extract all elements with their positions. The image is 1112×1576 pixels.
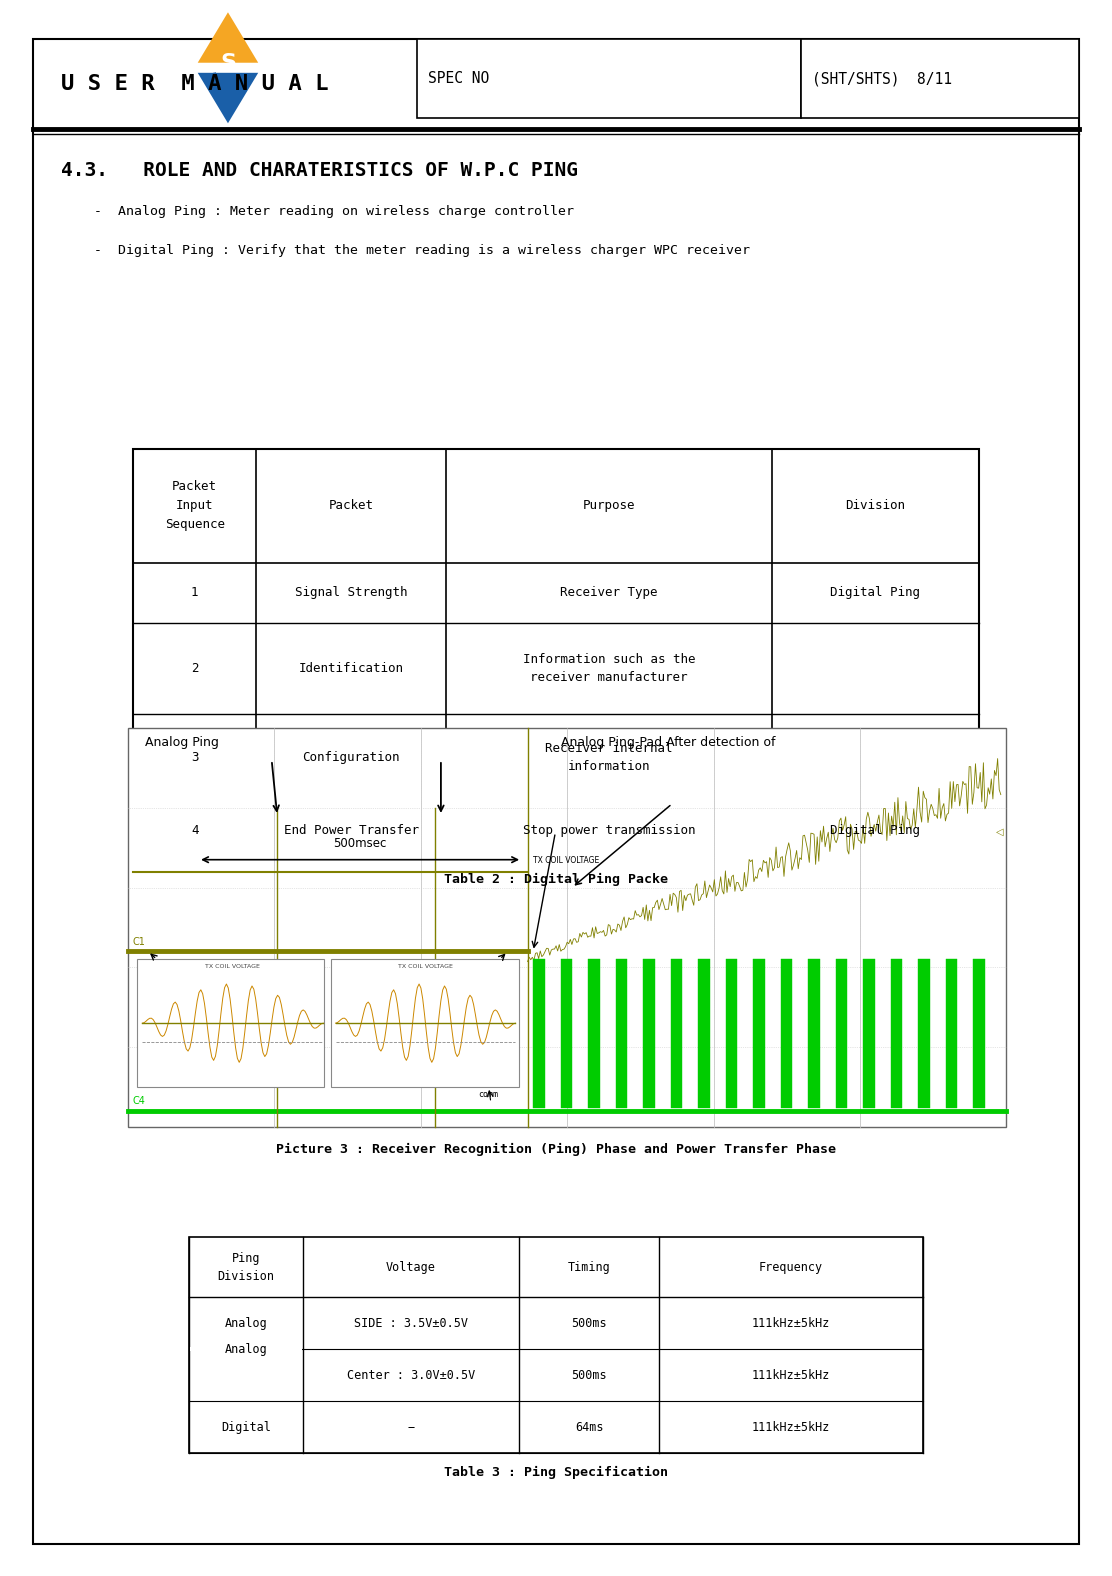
Bar: [801, 39, 1079, 118]
Text: 3: 3: [191, 750, 198, 764]
Text: Ping
Division: Ping Division: [218, 1251, 275, 1283]
Bar: [189, 1237, 923, 1453]
Text: U S E R  M A N U A L: U S E R M A N U A L: [61, 74, 329, 93]
Bar: [891, 960, 903, 1108]
Text: -  Digital Ping : Verify that the meter reading is a wireless charger WPC receiv: - Digital Ping : Verify that the meter r…: [78, 244, 749, 257]
Text: Configuration: Configuration: [302, 750, 400, 764]
Text: TX COIL VOLTAGE: TX COIL VOLTAGE: [398, 965, 453, 969]
Text: 2: 2: [191, 662, 198, 675]
Bar: [533, 960, 545, 1108]
Text: TX COIL VOLTAGE: TX COIL VOLTAGE: [533, 856, 599, 865]
Bar: [671, 960, 683, 1108]
Bar: [331, 960, 518, 1087]
Text: Digital Ping: Digital Ping: [830, 586, 920, 599]
Text: Table 3 : Ping Specification: Table 3 : Ping Specification: [444, 1466, 668, 1478]
Bar: [588, 960, 599, 1108]
Bar: [836, 960, 847, 1108]
Text: Table 2 : Digital Ping Packe: Table 2 : Digital Ping Packe: [444, 873, 668, 886]
Text: SIDE : 3.5V±0.5V: SIDE : 3.5V±0.5V: [354, 1316, 468, 1330]
Text: Packet
Input
Sequence: Packet Input Sequence: [165, 481, 225, 531]
Text: −: −: [407, 1420, 415, 1434]
Text: 4.3.   ROLE AND CHARATERISTICS OF W.P.C PING: 4.3. ROLE AND CHARATERISTICS OF W.P.C PI…: [61, 161, 578, 180]
Bar: [753, 960, 765, 1108]
Bar: [726, 960, 737, 1108]
Text: Packet: Packet: [328, 500, 374, 512]
Text: Receiver internal
information: Receiver internal information: [545, 742, 673, 772]
Text: ..: ..: [212, 68, 217, 74]
Text: Signal Strength: Signal Strength: [295, 586, 407, 599]
Text: S: S: [220, 54, 236, 72]
Bar: [919, 960, 930, 1108]
Text: Purpose: Purpose: [583, 500, 635, 512]
Bar: [128, 728, 1006, 1127]
Text: Stop power transmission: Stop power transmission: [523, 824, 695, 837]
Bar: [190, 1347, 301, 1351]
Text: End Power Transfer: End Power Transfer: [284, 824, 418, 837]
Text: 500ms: 500ms: [572, 1368, 607, 1382]
Text: -  Analog Ping : Meter reading on wireless charge controller: - Analog Ping : Meter reading on wireles…: [78, 205, 574, 217]
Text: Voltage: Voltage: [386, 1261, 436, 1273]
Bar: [863, 960, 875, 1108]
Bar: [781, 960, 793, 1108]
Text: C1: C1: [132, 936, 146, 947]
Text: 500msec: 500msec: [334, 837, 387, 849]
Text: SPEC NO: SPEC NO: [428, 71, 489, 87]
Bar: [616, 960, 627, 1108]
Bar: [133, 449, 979, 860]
Text: 111kHz±5kHz: 111kHz±5kHz: [752, 1368, 830, 1382]
Polygon shape: [198, 13, 258, 63]
Bar: [946, 960, 957, 1108]
Bar: [973, 960, 985, 1108]
Text: Analog: Analog: [225, 1316, 267, 1330]
Text: Frequency: Frequency: [758, 1261, 823, 1273]
Text: Identification: Identification: [298, 662, 404, 675]
Text: Digital: Digital: [221, 1420, 271, 1434]
Bar: [643, 960, 655, 1108]
Bar: [808, 960, 820, 1108]
Text: C4: C4: [132, 1097, 146, 1106]
Text: Information such as the
receiver manufacturer: Information such as the receiver manufac…: [523, 652, 695, 684]
Text: TX COIL VOLTAGE: TX COIL VOLTAGE: [206, 965, 260, 969]
Text: 111kHz±5kHz: 111kHz±5kHz: [752, 1420, 830, 1434]
Text: Picture 3 : Receiver Recognition (Ping) Phase and Power Transfer Phase: Picture 3 : Receiver Recognition (Ping) …: [276, 1143, 836, 1155]
Text: Timing: Timing: [567, 1261, 610, 1273]
Text: 1: 1: [191, 586, 198, 599]
Polygon shape: [198, 72, 258, 123]
Text: Center : 3.0V±0.5V: Center : 3.0V±0.5V: [347, 1368, 475, 1382]
Bar: [137, 960, 325, 1087]
Text: Analog: Analog: [225, 1343, 267, 1355]
Text: 64ms: 64ms: [575, 1420, 604, 1434]
Bar: [698, 960, 709, 1108]
Text: 111kHz±5kHz: 111kHz±5kHz: [752, 1316, 830, 1330]
Text: Analog Ping-Pad After detection of: Analog Ping-Pad After detection of: [560, 736, 775, 749]
Text: Receiver Type: Receiver Type: [560, 586, 657, 599]
Text: ◁: ◁: [995, 827, 1003, 837]
Text: Analog Ping: Analog Ping: [145, 736, 218, 749]
Text: 500ms: 500ms: [572, 1316, 607, 1330]
Text: comm: comm: [478, 1091, 498, 1098]
Bar: [417, 39, 801, 118]
Text: (SHT/SHTS)  8/11: (SHT/SHTS) 8/11: [812, 71, 952, 87]
Text: 4: 4: [191, 824, 198, 837]
Text: Digital Ping: Digital Ping: [830, 824, 920, 837]
Text: Division: Division: [845, 500, 905, 512]
Bar: [560, 960, 573, 1108]
